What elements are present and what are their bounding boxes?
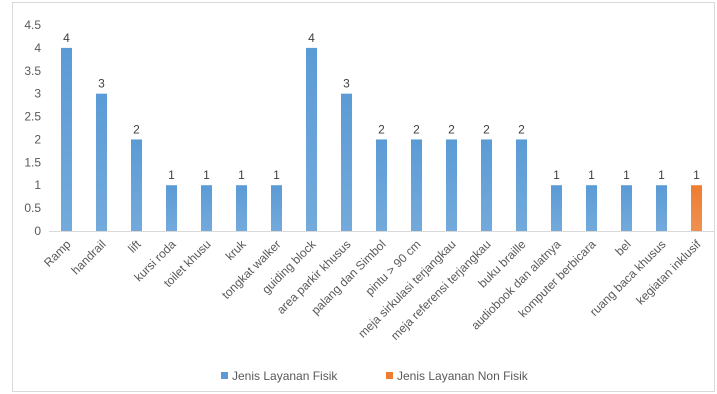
data-label: 1: [553, 168, 560, 182]
bar-pintu-90-cm: [411, 139, 422, 231]
y-tick-label: 1.5: [24, 155, 41, 169]
data-label: 2: [133, 122, 140, 136]
y-tick-label: 4: [34, 41, 41, 55]
data-label: 3: [98, 77, 105, 91]
data-label: 3: [343, 77, 350, 91]
data-label: 1: [658, 168, 665, 182]
bar-toilet-khusu: [201, 185, 212, 231]
y-tick-label: 3: [34, 87, 41, 101]
data-label: 2: [448, 122, 455, 136]
bar-bel: [621, 185, 632, 231]
bar-buku-braille: [516, 139, 527, 231]
data-label: 4: [63, 31, 70, 45]
data-label: 1: [588, 168, 595, 182]
x-tick-label: bel: [612, 237, 633, 258]
x-tick-label: handrail: [69, 237, 109, 277]
bar-lift: [131, 139, 142, 231]
data-label: 1: [273, 168, 280, 182]
x-tick-label: lift: [125, 237, 144, 256]
bar-kruk: [236, 185, 247, 231]
data-label: 1: [693, 168, 700, 182]
bar-tongkat-walker: [271, 185, 282, 231]
legend-label: Jenis Layanan Non Fisik: [397, 369, 529, 383]
bar-kursi-roda: [166, 185, 177, 231]
y-tick-label: 0.5: [24, 201, 41, 215]
bar-kegiatan-inklusif: [691, 185, 702, 231]
bar-ramp: [61, 47, 72, 232]
bar-audiobook-dan-alatnya: [551, 185, 562, 231]
y-tick-label: 2: [34, 132, 41, 146]
y-tick-label: 3.5: [24, 64, 41, 78]
data-label: 4: [308, 31, 315, 45]
x-tick-label: kruk: [223, 237, 250, 264]
y-tick-label: 2.5: [24, 110, 41, 124]
bar-handrail: [96, 93, 107, 232]
data-label: 1: [238, 168, 245, 182]
x-tick-label: Ramp: [41, 237, 74, 270]
bar-komputer-berbicara: [586, 185, 597, 231]
x-tick-label: kegiatan inklusif: [633, 237, 704, 308]
y-tick-label: 0: [34, 224, 41, 238]
data-label: 1: [623, 168, 630, 182]
bar-meja-sirkulasi-terjangkau: [446, 139, 457, 231]
data-label: 1: [168, 168, 175, 182]
data-label: 1: [203, 168, 210, 182]
y-tick-label: 4.5: [24, 18, 41, 32]
bar-palang-dan-simbol: [376, 139, 387, 231]
data-label: 2: [518, 122, 525, 136]
bar-guiding-block: [306, 47, 317, 232]
data-label: 2: [483, 122, 490, 136]
legend-swatch: [221, 372, 228, 379]
bar-ruang-baca-khusus: [656, 185, 667, 231]
legend-swatch: [386, 372, 393, 379]
chart-frame: [12, 2, 715, 392]
y-tick-label: 1: [34, 178, 41, 192]
data-label: 2: [378, 122, 385, 136]
bar-meja-referensi-terjangkau: [481, 139, 492, 231]
data-label: 2: [413, 122, 420, 136]
bar-area-parkir-khusus: [341, 93, 352, 232]
legend-label: Jenis Layanan Fisik: [232, 369, 338, 383]
